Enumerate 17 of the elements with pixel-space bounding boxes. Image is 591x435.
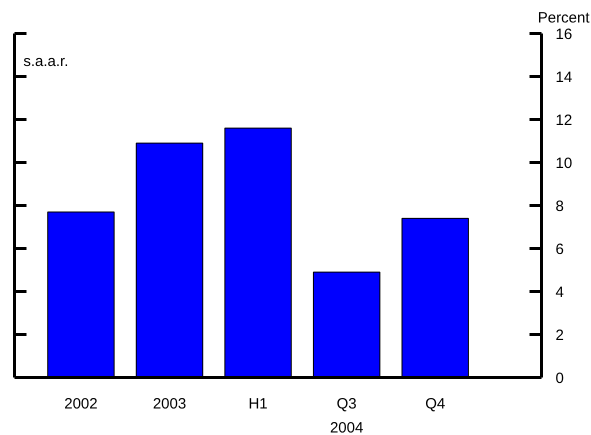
y-tick-label: 2 <box>556 327 564 344</box>
y-tick-label: 12 <box>556 112 572 129</box>
x-tick-label: H1 <box>248 396 268 412</box>
y-tick-label: 16 <box>556 26 572 43</box>
x-tick-label: 2002 <box>64 396 98 412</box>
x-tick-label: Q3 <box>336 396 357 412</box>
x-tick-label: Q4 <box>425 396 446 412</box>
y-tick-label: 8 <box>556 198 564 215</box>
text: 2004 <box>330 420 364 435</box>
y-tick-label: 0 <box>556 370 564 387</box>
y-axis-title: Percent <box>538 10 590 26</box>
y-tick-label: 6 <box>556 241 564 258</box>
annotation: s.a.a.r. <box>23 53 68 70</box>
y-tick-label: 14 <box>556 69 572 86</box>
x-tick-label: 2003 <box>152 396 186 412</box>
y-tick-label: 4 <box>556 284 564 301</box>
y-tick-label: 10 <box>556 155 572 172</box>
